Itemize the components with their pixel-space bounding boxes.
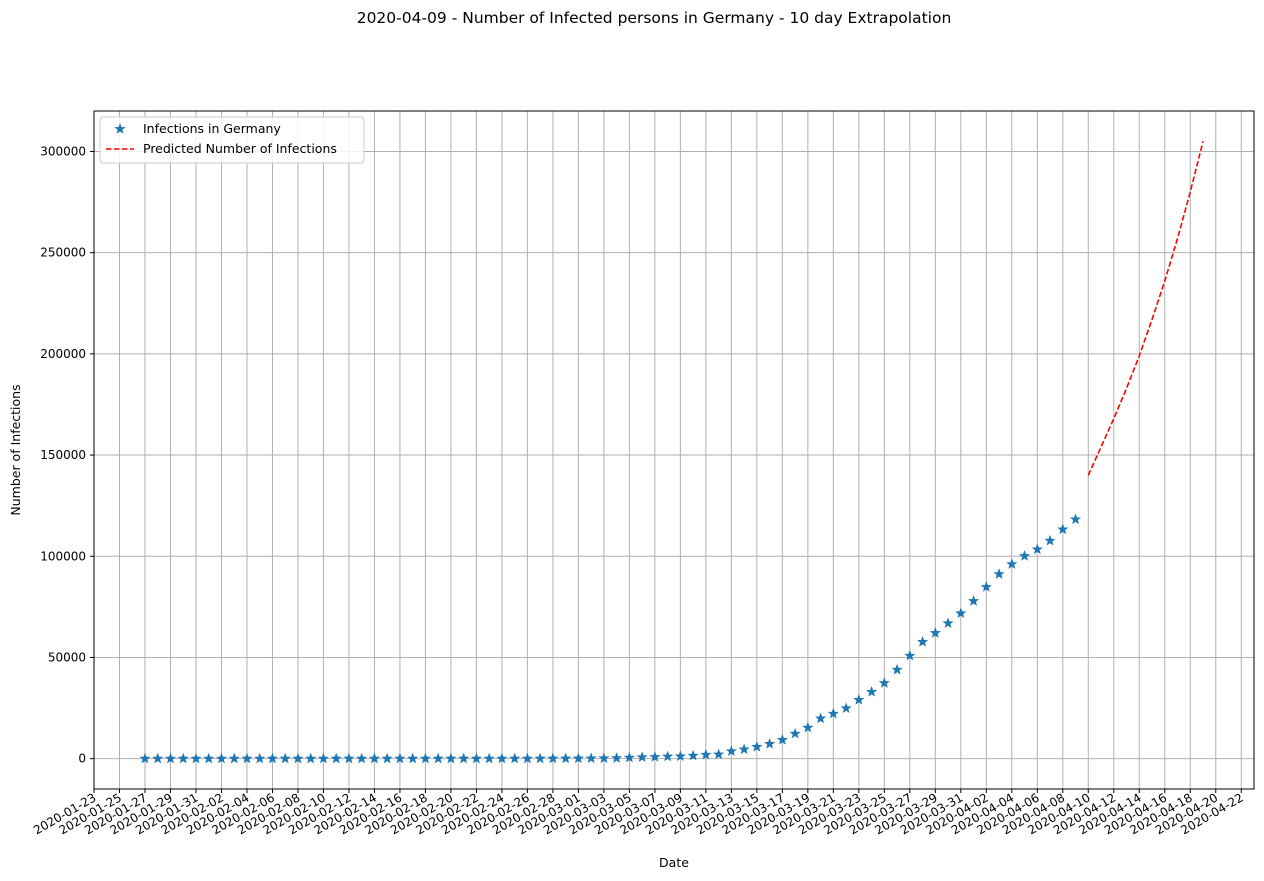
data-point-infections (891, 663, 903, 675)
data-point-infections (764, 738, 776, 749)
data-point-infections (368, 752, 381, 764)
data-point-infections (929, 627, 941, 638)
data-point-infections (878, 677, 890, 688)
data-point-infections (139, 752, 151, 764)
y-tick-label: 200000 (40, 347, 86, 361)
y-tick-label: 0 (78, 752, 86, 766)
data-point-infections (292, 752, 304, 764)
legend-box (99, 116, 365, 164)
data-point-infections (458, 752, 470, 764)
data-point-infections (432, 752, 444, 764)
data-point-infections (177, 752, 189, 764)
data-point-infections (356, 752, 368, 764)
data-point-infections (827, 707, 839, 719)
data-point-infections (534, 752, 546, 764)
data-point-infections (445, 752, 457, 764)
data-point-infections (572, 752, 584, 764)
y-tick-label: 150000 (40, 448, 86, 462)
data-point-infections (1031, 543, 1043, 555)
data-point-infections (164, 752, 177, 764)
data-point-infections (521, 752, 533, 764)
data-point-infections (470, 752, 482, 764)
data-point-infections (407, 752, 419, 764)
data-point-infections (317, 752, 330, 764)
data-point-infections (904, 649, 916, 661)
data-point-infections (853, 693, 865, 705)
data-point-infections (687, 749, 699, 761)
legend-star-icon (114, 123, 126, 134)
data-point-infections (955, 607, 967, 619)
data-point-infections (1006, 558, 1018, 569)
data-point-infections (700, 748, 712, 760)
data-point-infections (560, 752, 572, 764)
plot-area (139, 141, 1204, 764)
data-point-infections (305, 752, 317, 764)
data-point-infections (1018, 550, 1031, 561)
data-point-infections (802, 721, 814, 733)
data-point-infections (215, 752, 228, 764)
x-axis-label: Date (659, 855, 689, 870)
data-point-infections (713, 748, 725, 760)
legend-label-predicted: Predicted Number of Infections (143, 141, 337, 156)
y-tick-label: 250000 (40, 246, 86, 260)
y-tick-label: 50000 (48, 650, 86, 664)
legend-label-infections: Infections in Germany (143, 121, 281, 136)
data-point-infections (394, 752, 406, 764)
data-point-infections (738, 743, 750, 755)
data-point-infections (254, 752, 266, 764)
data-point-infections (279, 752, 291, 764)
x-axis: 2020-01-232020-01-252020-01-272020-01-29… (31, 789, 1246, 837)
data-point-infections (840, 702, 852, 714)
data-point-infections (547, 752, 559, 764)
legend: Infections in Germany Predicted Number o… (99, 116, 365, 164)
y-axis: 0 50000 100000 150000 200000 250000 300000 (40, 144, 94, 766)
data-point-infections (483, 752, 495, 764)
data-point-infections (662, 750, 674, 762)
data-point-infections (203, 752, 215, 764)
data-point-infections (674, 750, 686, 762)
data-point-infections (636, 751, 648, 763)
data-point-infections (241, 752, 253, 764)
series-line-predicted (1087, 141, 1204, 476)
data-point-infections (1044, 534, 1056, 546)
data-point-infections (330, 752, 342, 764)
y-tick-label: 300000 (40, 144, 86, 158)
data-point-infections (993, 568, 1005, 579)
data-point-infections (815, 712, 827, 724)
data-point-infections (1069, 513, 1082, 525)
data-point-infections (1057, 523, 1069, 535)
data-point-infections (623, 751, 635, 763)
data-point-infections (967, 595, 980, 606)
grid (93, 111, 1254, 789)
data-point-infections (496, 752, 508, 764)
data-point-infections (585, 752, 597, 764)
data-point-infections (866, 686, 878, 697)
data-point-infections (381, 752, 393, 764)
data-point-infections (228, 752, 240, 764)
data-point-infections (152, 752, 164, 764)
data-point-infections (611, 752, 623, 763)
data-point-infections (419, 752, 431, 764)
y-tick-label: 100000 (40, 549, 86, 563)
axes-frame (93, 110, 1255, 790)
data-point-infections (649, 751, 661, 762)
data-point-infections (751, 741, 763, 752)
data-point-infections (776, 734, 788, 745)
y-axis-label: Number of Infections (8, 384, 23, 515)
data-point-infections (509, 752, 521, 764)
data-point-infections (942, 617, 954, 629)
data-point-infections (917, 636, 929, 647)
data-point-infections (190, 752, 202, 764)
legend-marker-infections (114, 123, 126, 134)
chart-title: 2020-04-09 - Number of Infected persons … (357, 9, 952, 27)
data-point-infections (980, 581, 992, 592)
data-point-infections (266, 752, 279, 764)
data-point-infections (789, 727, 801, 739)
data-point-infections (725, 745, 737, 756)
data-point-infections (343, 752, 355, 764)
data-point-infections (598, 752, 610, 763)
